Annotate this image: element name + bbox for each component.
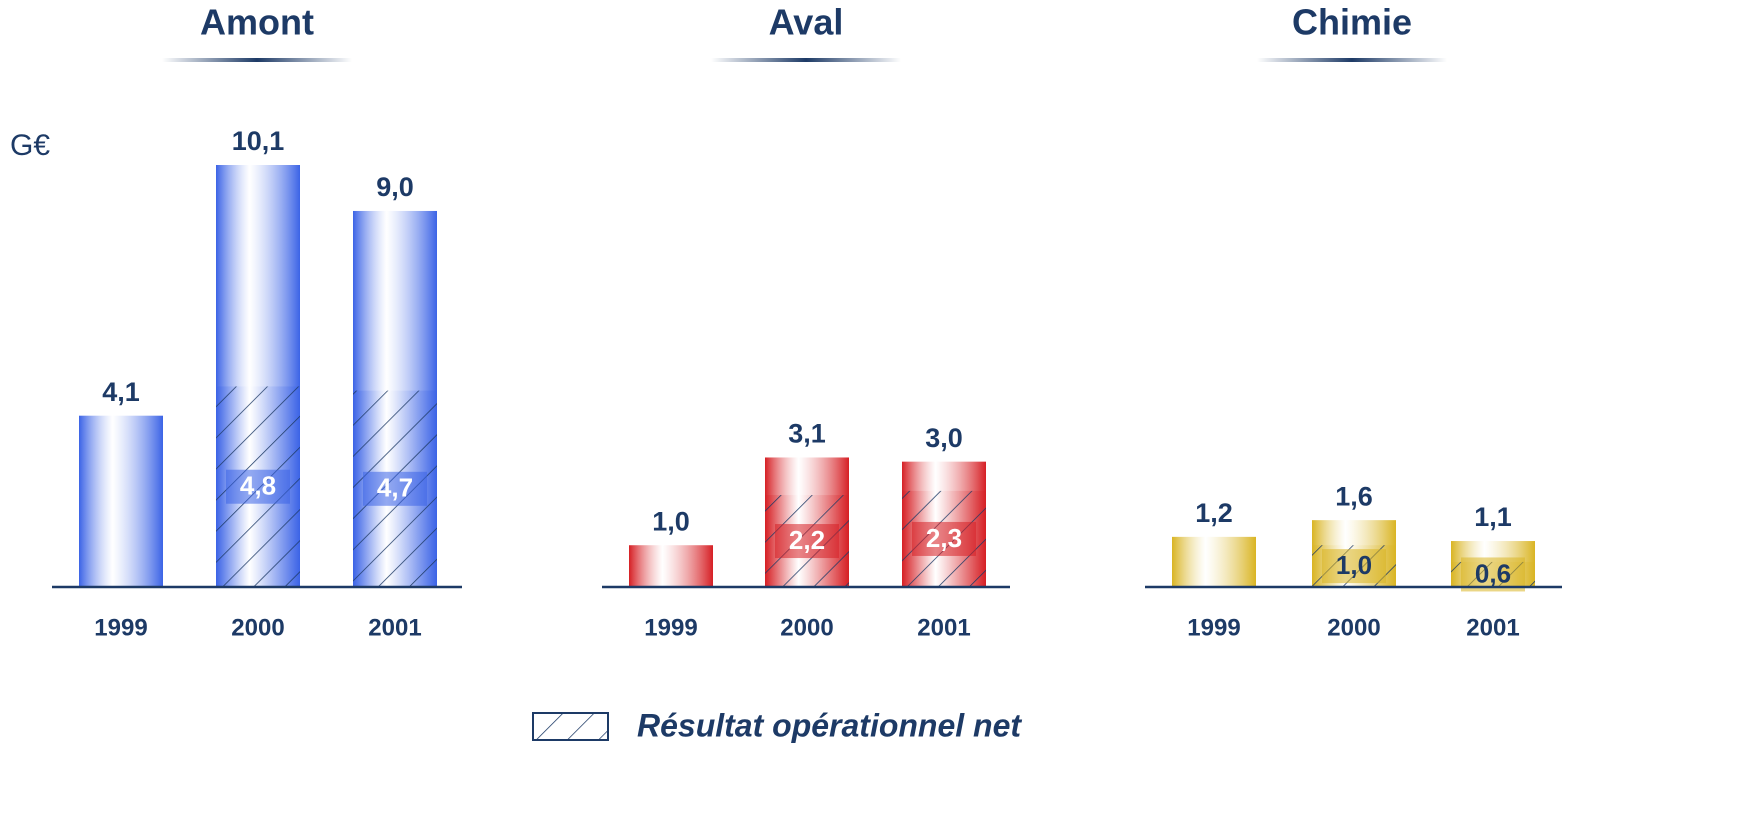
inner-value-label: 2,3 <box>926 523 962 553</box>
x-tick-label: 1999 <box>1187 614 1240 641</box>
label-box <box>363 471 427 506</box>
x-tick-label: 2000 <box>1327 614 1380 641</box>
x-tick-label: 2001 <box>917 614 970 641</box>
label-box <box>775 524 839 559</box>
title-underline <box>162 58 352 62</box>
inner-value-label: 2,2 <box>789 525 825 555</box>
value-label: 1,1 <box>1474 502 1512 532</box>
x-tick-label: 1999 <box>644 614 697 641</box>
value-label: 1,2 <box>1195 498 1233 528</box>
value-label: 4,1 <box>102 377 140 407</box>
legend-label: Résultat opérationnel net <box>637 707 1022 743</box>
bar <box>79 415 163 587</box>
chart-title: Amont <box>200 2 314 43</box>
value-label: 1,6 <box>1335 481 1373 511</box>
x-tick-label: 2000 <box>231 614 284 641</box>
value-label: 9,0 <box>376 172 414 202</box>
x-tick-label: 2001 <box>368 614 421 641</box>
bar <box>629 545 713 587</box>
chart-title: Chimie <box>1292 2 1412 43</box>
x-tick-label: 1999 <box>94 614 147 641</box>
inner-value-label: 4,8 <box>240 471 276 501</box>
chart-title: Aval <box>769 2 844 43</box>
title-underline <box>1257 58 1447 62</box>
label-box <box>912 521 976 556</box>
x-tick-label: 2000 <box>780 614 833 641</box>
inner-value-label: 4,7 <box>377 473 413 503</box>
x-tick-label: 2001 <box>1466 614 1519 641</box>
value-label: 10,1 <box>232 126 285 156</box>
inner-value-label: 0,6 <box>1475 558 1511 588</box>
unit-label: G€ <box>10 129 50 162</box>
value-label: 1,0 <box>652 506 690 536</box>
inner-value-label: 1,0 <box>1336 550 1372 580</box>
label-box <box>226 469 290 504</box>
title-underline <box>711 58 901 62</box>
legend-swatch <box>532 712 609 741</box>
value-label: 3,1 <box>788 419 826 449</box>
bar <box>1172 536 1256 587</box>
value-label: 3,0 <box>925 423 963 453</box>
label-box <box>1322 549 1386 584</box>
